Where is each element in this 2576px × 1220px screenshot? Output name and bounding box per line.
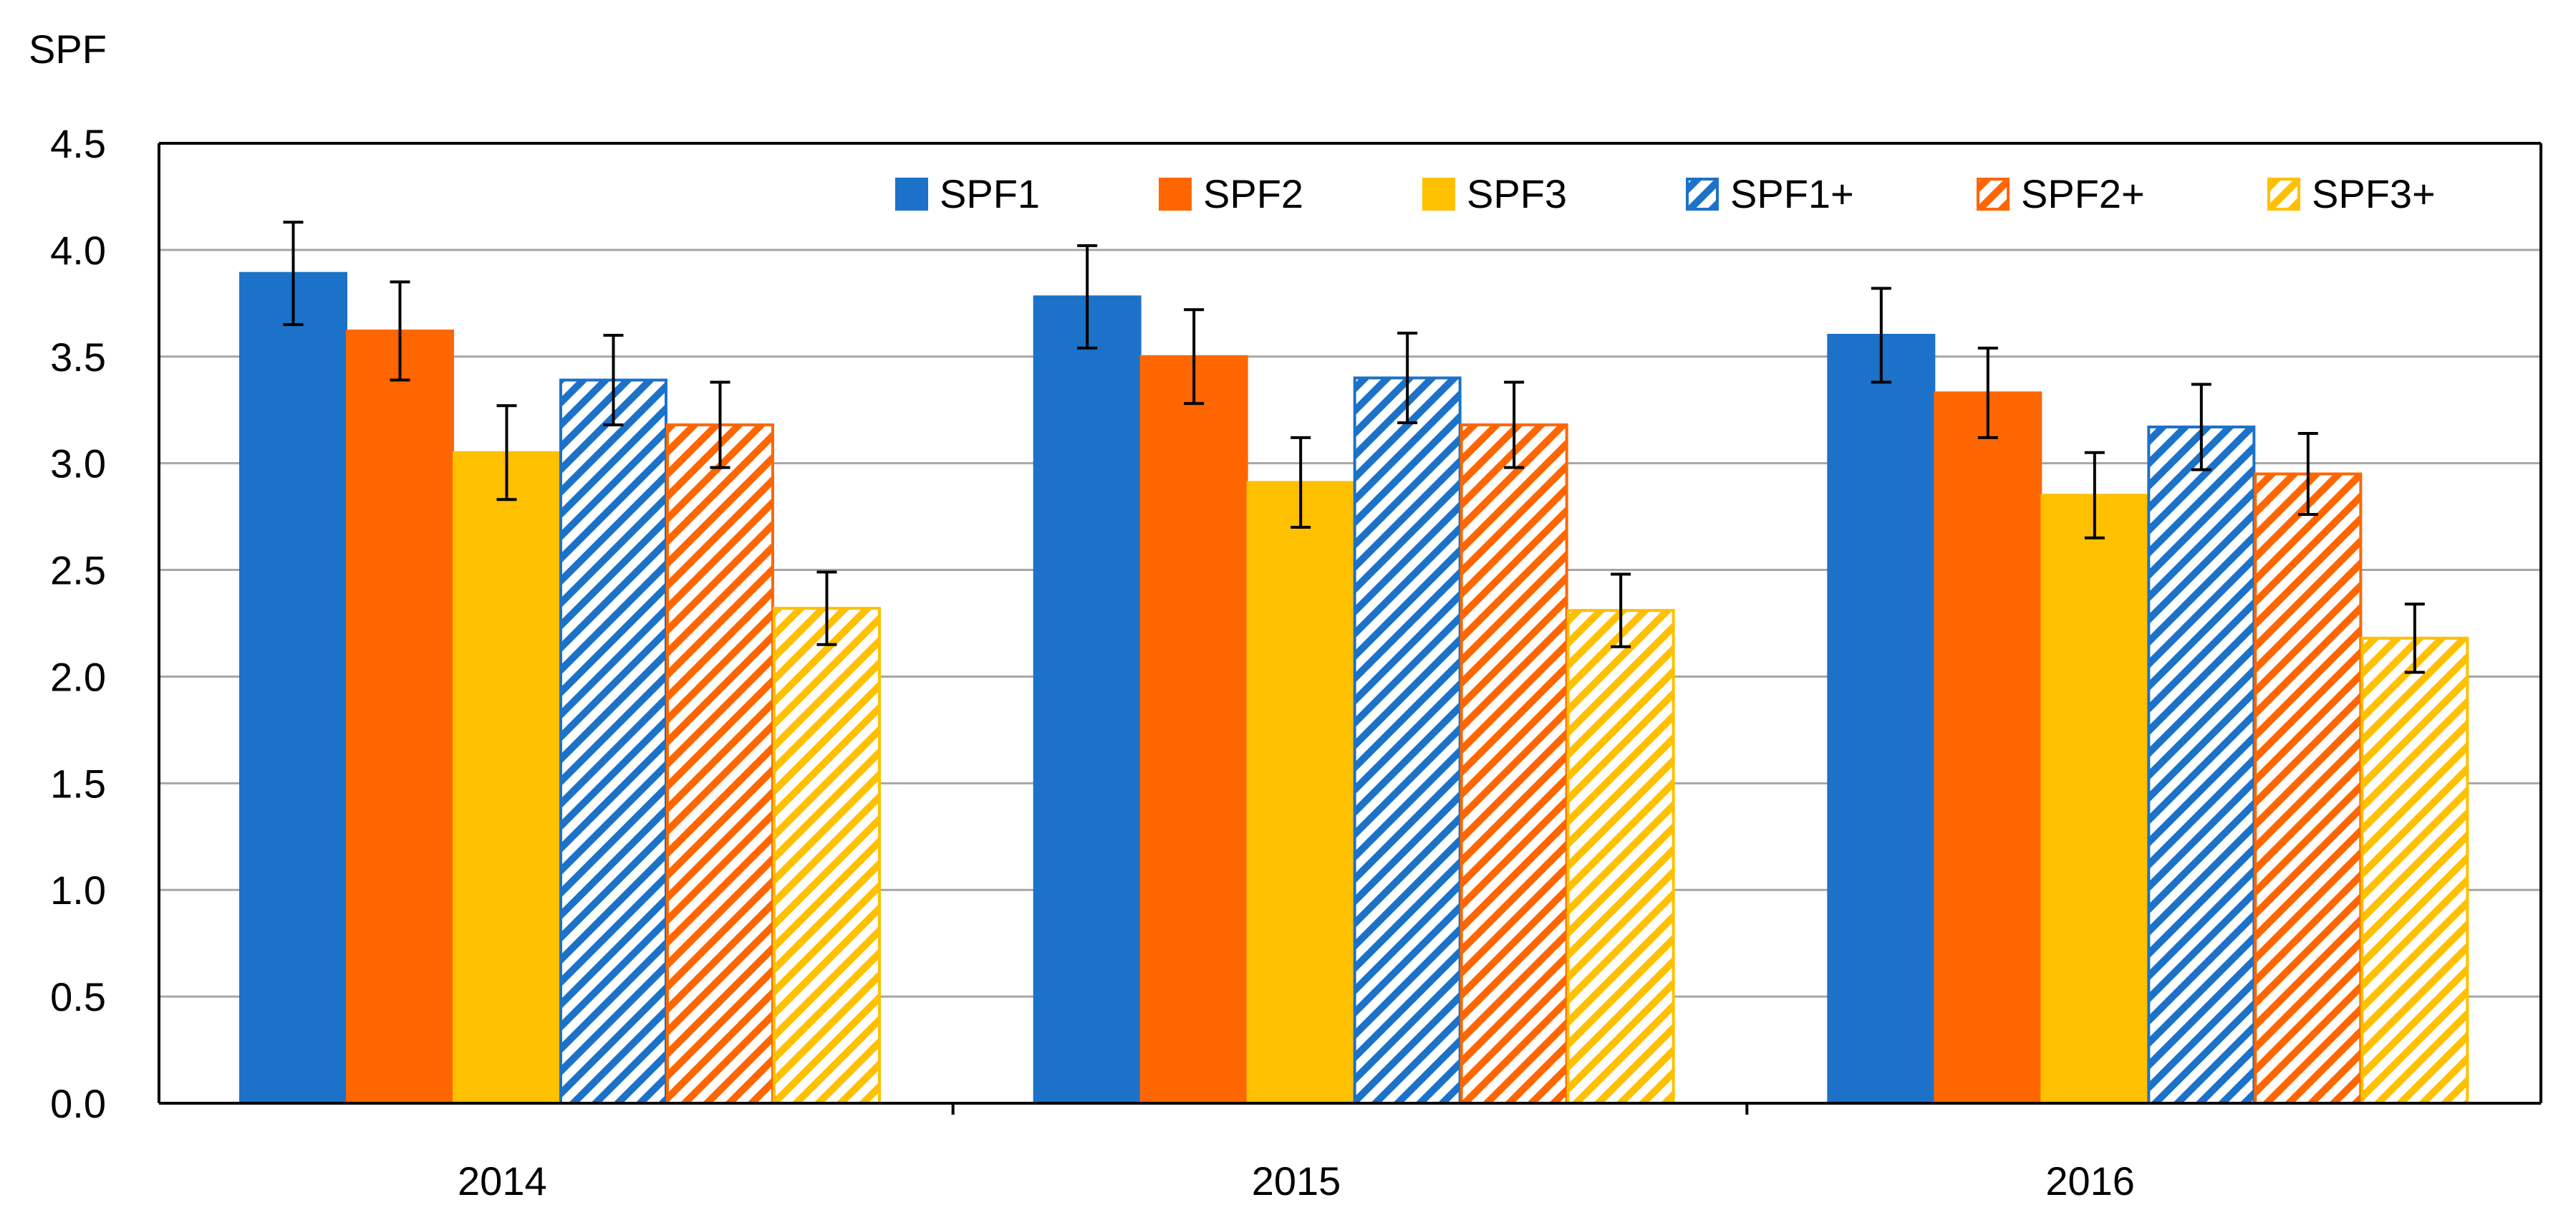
legend-swatch: [1977, 178, 2010, 211]
error-bar: [2084, 451, 2105, 539]
error-bar: [496, 404, 517, 501]
legend-item: SPF2: [1159, 171, 1303, 216]
axes: [158, 142, 2542, 1105]
bar-spf2-2014: [346, 330, 454, 1105]
legend-label: SPF1: [940, 171, 1040, 216]
bar-spf2-2016: [1934, 391, 2042, 1105]
error-bar: [2404, 602, 2425, 674]
error-bar: [816, 570, 837, 646]
x-tick-label: 2015: [1252, 1158, 1341, 1204]
y-tick-label: 2.5: [50, 548, 106, 593]
bar-spf2-plus-2015: [1460, 423, 1568, 1105]
y-tick-label: 0.5: [50, 974, 106, 1019]
y-tick-label: 4.5: [50, 121, 106, 166]
legend-label: SPF2+: [2021, 171, 2145, 216]
error-bar: [1184, 308, 1205, 405]
x-tick-label: 2014: [458, 1158, 547, 1204]
error-bar: [2297, 431, 2318, 517]
bar-spf1-2014: [239, 272, 347, 1105]
y-axis-label: SPF: [29, 27, 107, 72]
error-bar: [1077, 244, 1098, 350]
legend-label: SPF2: [1203, 171, 1303, 216]
y-tick-label: 2.0: [50, 654, 106, 699]
error-bar: [1871, 287, 1891, 384]
y-tick-label: 3.0: [50, 441, 106, 486]
bar-spf2-2015: [1139, 355, 1248, 1105]
legend-label: SPF3: [1467, 171, 1567, 216]
bar-spf3-plus-2014: [773, 607, 881, 1105]
error-bar: [283, 221, 304, 327]
y-tick-label: 1.0: [50, 868, 106, 913]
bar-spf1-plus-2014: [559, 378, 667, 1105]
bar-spf3-2014: [453, 451, 561, 1105]
legend-item: SPF1+: [1686, 171, 1854, 216]
error-bar: [1291, 436, 1311, 529]
legend-item: SPF3+: [2267, 171, 2436, 216]
error-bar: [1611, 572, 1631, 648]
legend-label: SPF3+: [2312, 171, 2436, 216]
bar-spf1-2016: [1827, 334, 1936, 1105]
x-tick-label: 2016: [2045, 1158, 2135, 1204]
bars: [239, 272, 2469, 1105]
error-bar: [1977, 346, 1998, 439]
bar-spf1-2015: [1033, 295, 1142, 1105]
legend-item: SPF3: [1422, 171, 1567, 216]
x-tick-labels: 2014 2015 2016: [458, 1158, 2135, 1204]
legend-item: SPF1: [895, 171, 1040, 216]
bar-spf1-plus-2016: [2147, 426, 2256, 1105]
bar-spf1-plus-2015: [1353, 376, 1462, 1105]
legend-swatch: [1159, 178, 1192, 211]
legend-label: SPF1+: [1730, 171, 1854, 216]
error-bars: [283, 221, 2425, 674]
error-bar: [390, 280, 410, 382]
y-tick-label: 0.0: [50, 1081, 106, 1126]
category-separators: [951, 1103, 1749, 1115]
error-bar: [603, 334, 624, 427]
error-bar: [710, 380, 730, 469]
bar-spf3-2015: [1246, 481, 1355, 1105]
legend-item: SPF2+: [1977, 171, 2145, 216]
legend: SPF1 SPF2 SPF3 SPF1+ SPF2+ SPF3+: [895, 171, 2436, 216]
error-bar: [2191, 383, 2211, 471]
error-bar: [1504, 380, 1525, 469]
y-tick-label: 1.5: [50, 761, 106, 806]
bar-spf2-plus-2016: [2254, 472, 2363, 1105]
bar-spf2-plus-2014: [666, 423, 774, 1105]
error-bar: [1397, 332, 1418, 425]
y-tick-label: 4.0: [50, 228, 106, 273]
legend-swatch: [1686, 178, 1719, 211]
bar-spf3-plus-2016: [2360, 636, 2469, 1105]
bar-spf3-plus-2015: [1566, 609, 1675, 1105]
legend-swatch: [1422, 178, 1455, 211]
y-tick-labels: 0.0 0.5 1.0 1.5 2.0 2.5 3.0 3.5 4.0 4.5: [50, 121, 106, 1126]
legend-swatch: [2267, 178, 2300, 211]
legend-swatch: [895, 178, 928, 211]
bar-spf3-2016: [2040, 494, 2149, 1105]
y-tick-label: 3.5: [50, 335, 106, 380]
